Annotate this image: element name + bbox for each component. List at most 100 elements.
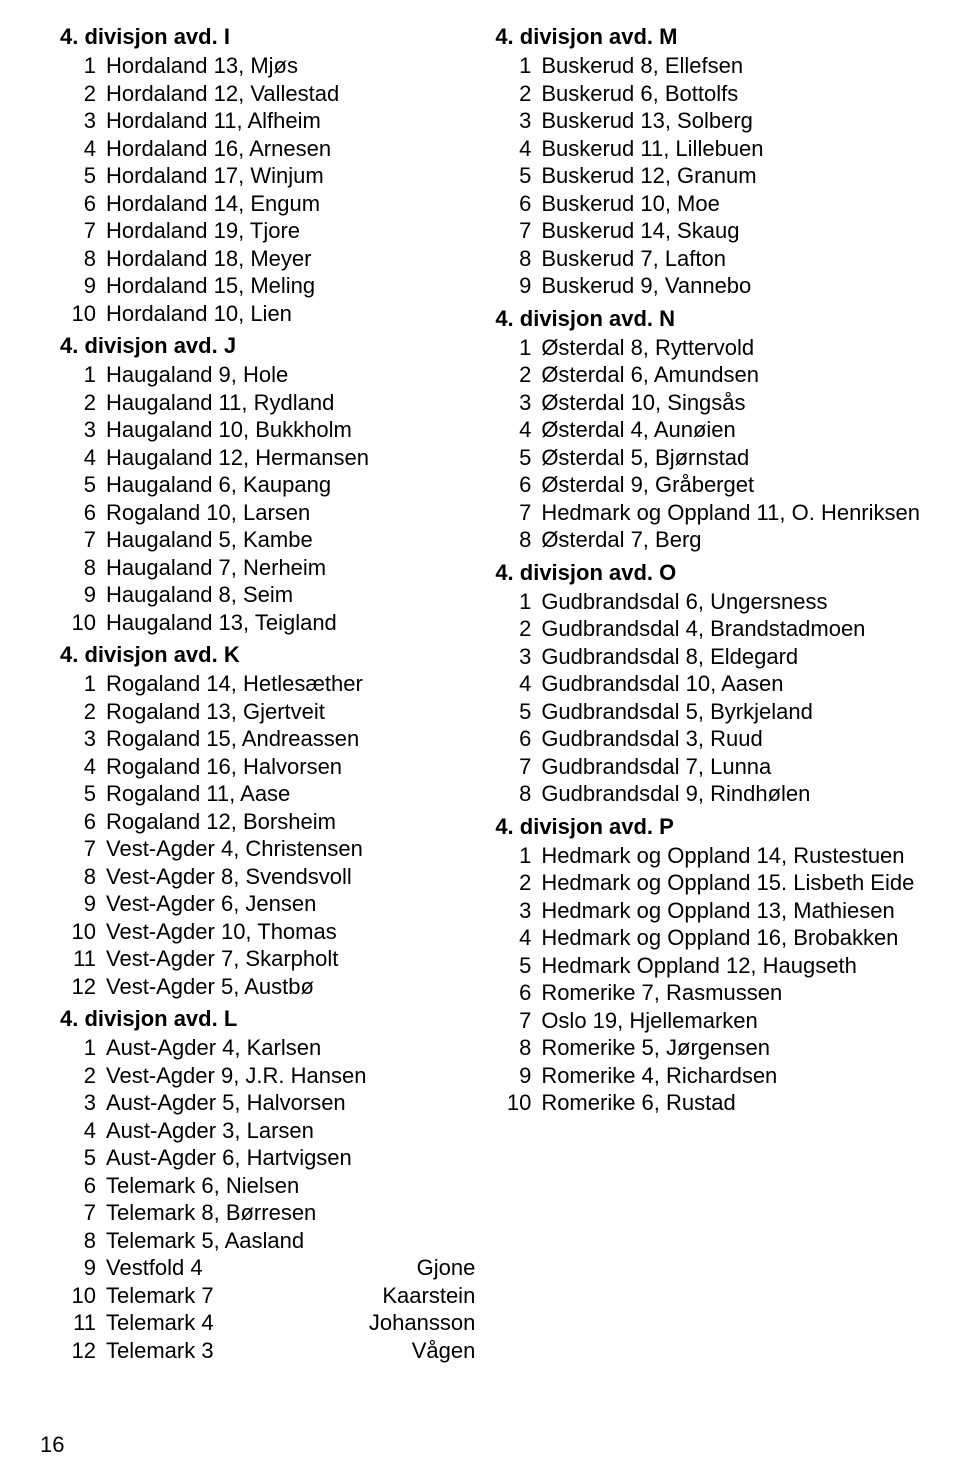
row-number: 10 (60, 1282, 106, 1310)
row-label: Hordaland 16, Arnesen (106, 135, 475, 163)
row-number: 6 (60, 808, 106, 836)
row-label: Gudbrandsdal 9, Rindhølen (541, 780, 920, 808)
row-number: 3 (495, 107, 541, 135)
row-label: Telemark 4 (106, 1309, 339, 1337)
list-item: 5Hordaland 17, Winjum (60, 162, 475, 190)
row-number: 7 (60, 835, 106, 863)
list-item: 6Gudbrandsdal 3, Ruud (495, 725, 920, 753)
right-column: 4. divisjon avd. M1Buskerud 8, Ellefsen2… (495, 24, 920, 1452)
row-number: 1 (60, 361, 106, 389)
section-title: 4. divisjon avd. O (495, 560, 920, 586)
list-item: 2Hedmark og Oppland 15. Lisbeth Eide (495, 869, 920, 897)
row-number: 3 (60, 107, 106, 135)
list-item: 3Hordaland 11, Alfheim (60, 107, 475, 135)
list-item: 9Romerike 4, Richardsen (495, 1062, 920, 1090)
row-label: Østerdal 5, Bjørnstad (541, 444, 920, 472)
row-label: Hedmark og Oppland 14, Rustestuen (541, 842, 920, 870)
list-item: 5Hedmark Oppland 12, Haugseth (495, 952, 920, 980)
list-item: 4Aust-Agder 3, Larsen (60, 1117, 475, 1145)
row-label: Rogaland 15, Andreassen (106, 725, 475, 753)
section: 4. divisjon avd. P1Hedmark og Oppland 14… (495, 814, 920, 1117)
list-item: 9Vestfold 4Gjone (60, 1254, 475, 1282)
row-label: Østerdal 10, Singsås (541, 389, 920, 417)
list-item: 6Hordaland 14, Engum (60, 190, 475, 218)
row-label: Østerdal 7, Berg (541, 526, 920, 554)
row-label: Romerike 4, Richardsen (541, 1062, 920, 1090)
row-label: Haugaland 12, Hermansen (106, 444, 475, 472)
row-label: Vest-Agder 4, Christensen (106, 835, 475, 863)
row-number: 1 (495, 52, 541, 80)
row-label: Hordaland 14, Engum (106, 190, 475, 218)
row-number: 8 (495, 526, 541, 554)
row-label: Buskerud 9, Vannebo (541, 272, 920, 300)
row-label: Telemark 8, Børresen (106, 1199, 475, 1227)
row-number: 8 (60, 863, 106, 891)
row-label: Haugaland 7, Nerheim (106, 554, 475, 582)
list-item: 1Haugaland 9, Hole (60, 361, 475, 389)
list-item: 10Telemark 7Kaarstein (60, 1282, 475, 1310)
list-item: 4Gudbrandsdal 10, Aasen (495, 670, 920, 698)
row-label: Hedmark og Oppland 16, Brobakken (541, 924, 920, 952)
row-number: 7 (495, 217, 541, 245)
row-number: 3 (495, 643, 541, 671)
row-number: 4 (60, 135, 106, 163)
row-number: 5 (495, 698, 541, 726)
row-number: 12 (60, 973, 106, 1001)
list-item: 4Østerdal 4, Aunøien (495, 416, 920, 444)
row-number: 1 (60, 670, 106, 698)
section: 4. divisjon avd. I1Hordaland 13, Mjøs2Ho… (60, 24, 475, 327)
row-number: 8 (495, 780, 541, 808)
row-label: Gudbrandsdal 10, Aasen (541, 670, 920, 698)
section: 4. divisjon avd. L1Aust-Agder 4, Karlsen… (60, 1006, 475, 1364)
list-item: 6Østerdal 9, Gråberget (495, 471, 920, 499)
list-item: 6Romerike 7, Rasmussen (495, 979, 920, 1007)
list-item: 2Buskerud 6, Bottolfs (495, 80, 920, 108)
row-label: Telemark 5, Aasland (106, 1227, 475, 1255)
row-number: 4 (60, 753, 106, 781)
list-item: 6Telemark 6, Nielsen (60, 1172, 475, 1200)
list-item: 7Telemark 8, Børresen (60, 1199, 475, 1227)
list-item: 10Hordaland 10, Lien (60, 300, 475, 328)
list-item: 8Vest-Agder 8, Svendsvoll (60, 863, 475, 891)
row-number: 10 (60, 918, 106, 946)
list-item: 3Haugaland 10, Bukkholm (60, 416, 475, 444)
row-number: 2 (495, 869, 541, 897)
row-label: Buskerud 8, Ellefsen (541, 52, 920, 80)
list-item: 9Hordaland 15, Meling (60, 272, 475, 300)
row-number: 6 (495, 190, 541, 218)
row-label: Romerike 6, Rustad (541, 1089, 920, 1117)
list-item: 5Østerdal 5, Bjørnstad (495, 444, 920, 472)
row-number: 4 (60, 444, 106, 472)
row-number: 7 (60, 1199, 106, 1227)
row-number: 11 (60, 945, 106, 973)
row-label: Hordaland 18, Meyer (106, 245, 475, 273)
row-number: 5 (60, 471, 106, 499)
section-title: 4. divisjon avd. P (495, 814, 920, 840)
row-label: Haugaland 10, Bukkholm (106, 416, 475, 444)
list-item: 3Østerdal 10, Singsås (495, 389, 920, 417)
row-label: Haugaland 9, Hole (106, 361, 475, 389)
row-label: Vest-Agder 8, Svendsvoll (106, 863, 475, 891)
row-label: Haugaland 8, Seim (106, 581, 475, 609)
section: 4. divisjon avd. N1Østerdal 8, Ryttervol… (495, 306, 920, 554)
row-label: Telemark 3 (106, 1337, 382, 1365)
row-extra: Johansson (339, 1309, 475, 1337)
row-number: 3 (60, 1089, 106, 1117)
list-item: 7Gudbrandsdal 7, Lunna (495, 753, 920, 781)
list-item: 8Østerdal 7, Berg (495, 526, 920, 554)
list-item: 8Hordaland 18, Meyer (60, 245, 475, 273)
list-item: 1Hordaland 13, Mjøs (60, 52, 475, 80)
row-label: Hordaland 15, Meling (106, 272, 475, 300)
row-number: 1 (60, 52, 106, 80)
list-item: 5Rogaland 11, Aase (60, 780, 475, 808)
row-number: 1 (495, 588, 541, 616)
row-number: 7 (60, 526, 106, 554)
row-label: Gudbrandsdal 3, Ruud (541, 725, 920, 753)
list-item: 8Gudbrandsdal 9, Rindhølen (495, 780, 920, 808)
row-label: Buskerud 6, Bottolfs (541, 80, 920, 108)
row-number: 9 (495, 1062, 541, 1090)
row-number: 8 (495, 245, 541, 273)
row-label: Buskerud 10, Moe (541, 190, 920, 218)
row-extra: Vågen (382, 1337, 476, 1365)
list-item: 2Rogaland 13, Gjertveit (60, 698, 475, 726)
